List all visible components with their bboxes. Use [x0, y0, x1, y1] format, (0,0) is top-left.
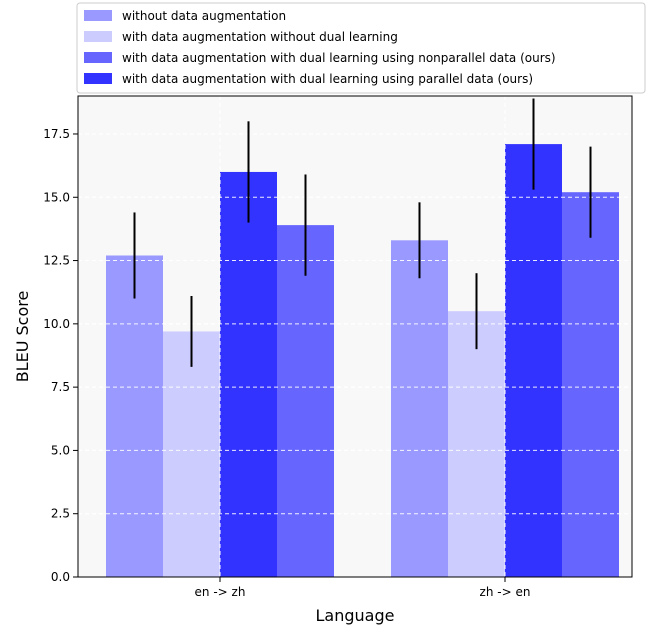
y-tick-label: 2.5 [51, 507, 70, 521]
legend-label: with data augmentation without dual lear… [122, 30, 398, 44]
legend-swatch [84, 73, 112, 84]
x-axis-title: Language [316, 606, 395, 625]
bar [220, 171, 277, 577]
bar [562, 192, 619, 577]
y-tick-label: 15.0 [43, 190, 70, 204]
legend-swatch [84, 31, 112, 42]
legend-box [76, 2, 646, 94]
legend-swatch [84, 52, 112, 63]
bar [277, 225, 334, 577]
bar [106, 255, 163, 577]
bars [78, 133, 632, 578]
x-axis-ticks: en -> zh zh -> en [195, 577, 531, 599]
bar [391, 240, 448, 578]
x-tick-label: en -> zh [195, 585, 246, 599]
error-bars [133, 96, 592, 577]
y-tick-label: 5.0 [51, 443, 70, 457]
y-tick-label: 17.5 [43, 127, 70, 141]
y-axis-ticks: 0.0 2.5 5.0 7.5 10.0 12.5 15.0 17.5 [43, 127, 78, 584]
legend: without data augmentation with data augme… [76, 2, 646, 94]
legend-label: with data augmentation with dual learnin… [122, 72, 533, 86]
bar [448, 311, 505, 577]
legend-label: without data augmentation [122, 9, 286, 23]
legend-swatch [84, 10, 112, 21]
y-tick-label: 12.5 [43, 254, 70, 268]
plot-frame [77, 95, 633, 578]
legend-label: with data augmentation with dual learnin… [122, 51, 556, 65]
y-tick-label: 10.0 [43, 317, 70, 331]
y-axis-title: BLEU Score [13, 291, 32, 383]
y-tick-label: 7.5 [51, 380, 70, 394]
bar [163, 331, 220, 577]
bar [505, 144, 562, 577]
y-tick-label: 0.0 [51, 570, 70, 584]
x-tick-label: zh -> en [480, 585, 531, 599]
